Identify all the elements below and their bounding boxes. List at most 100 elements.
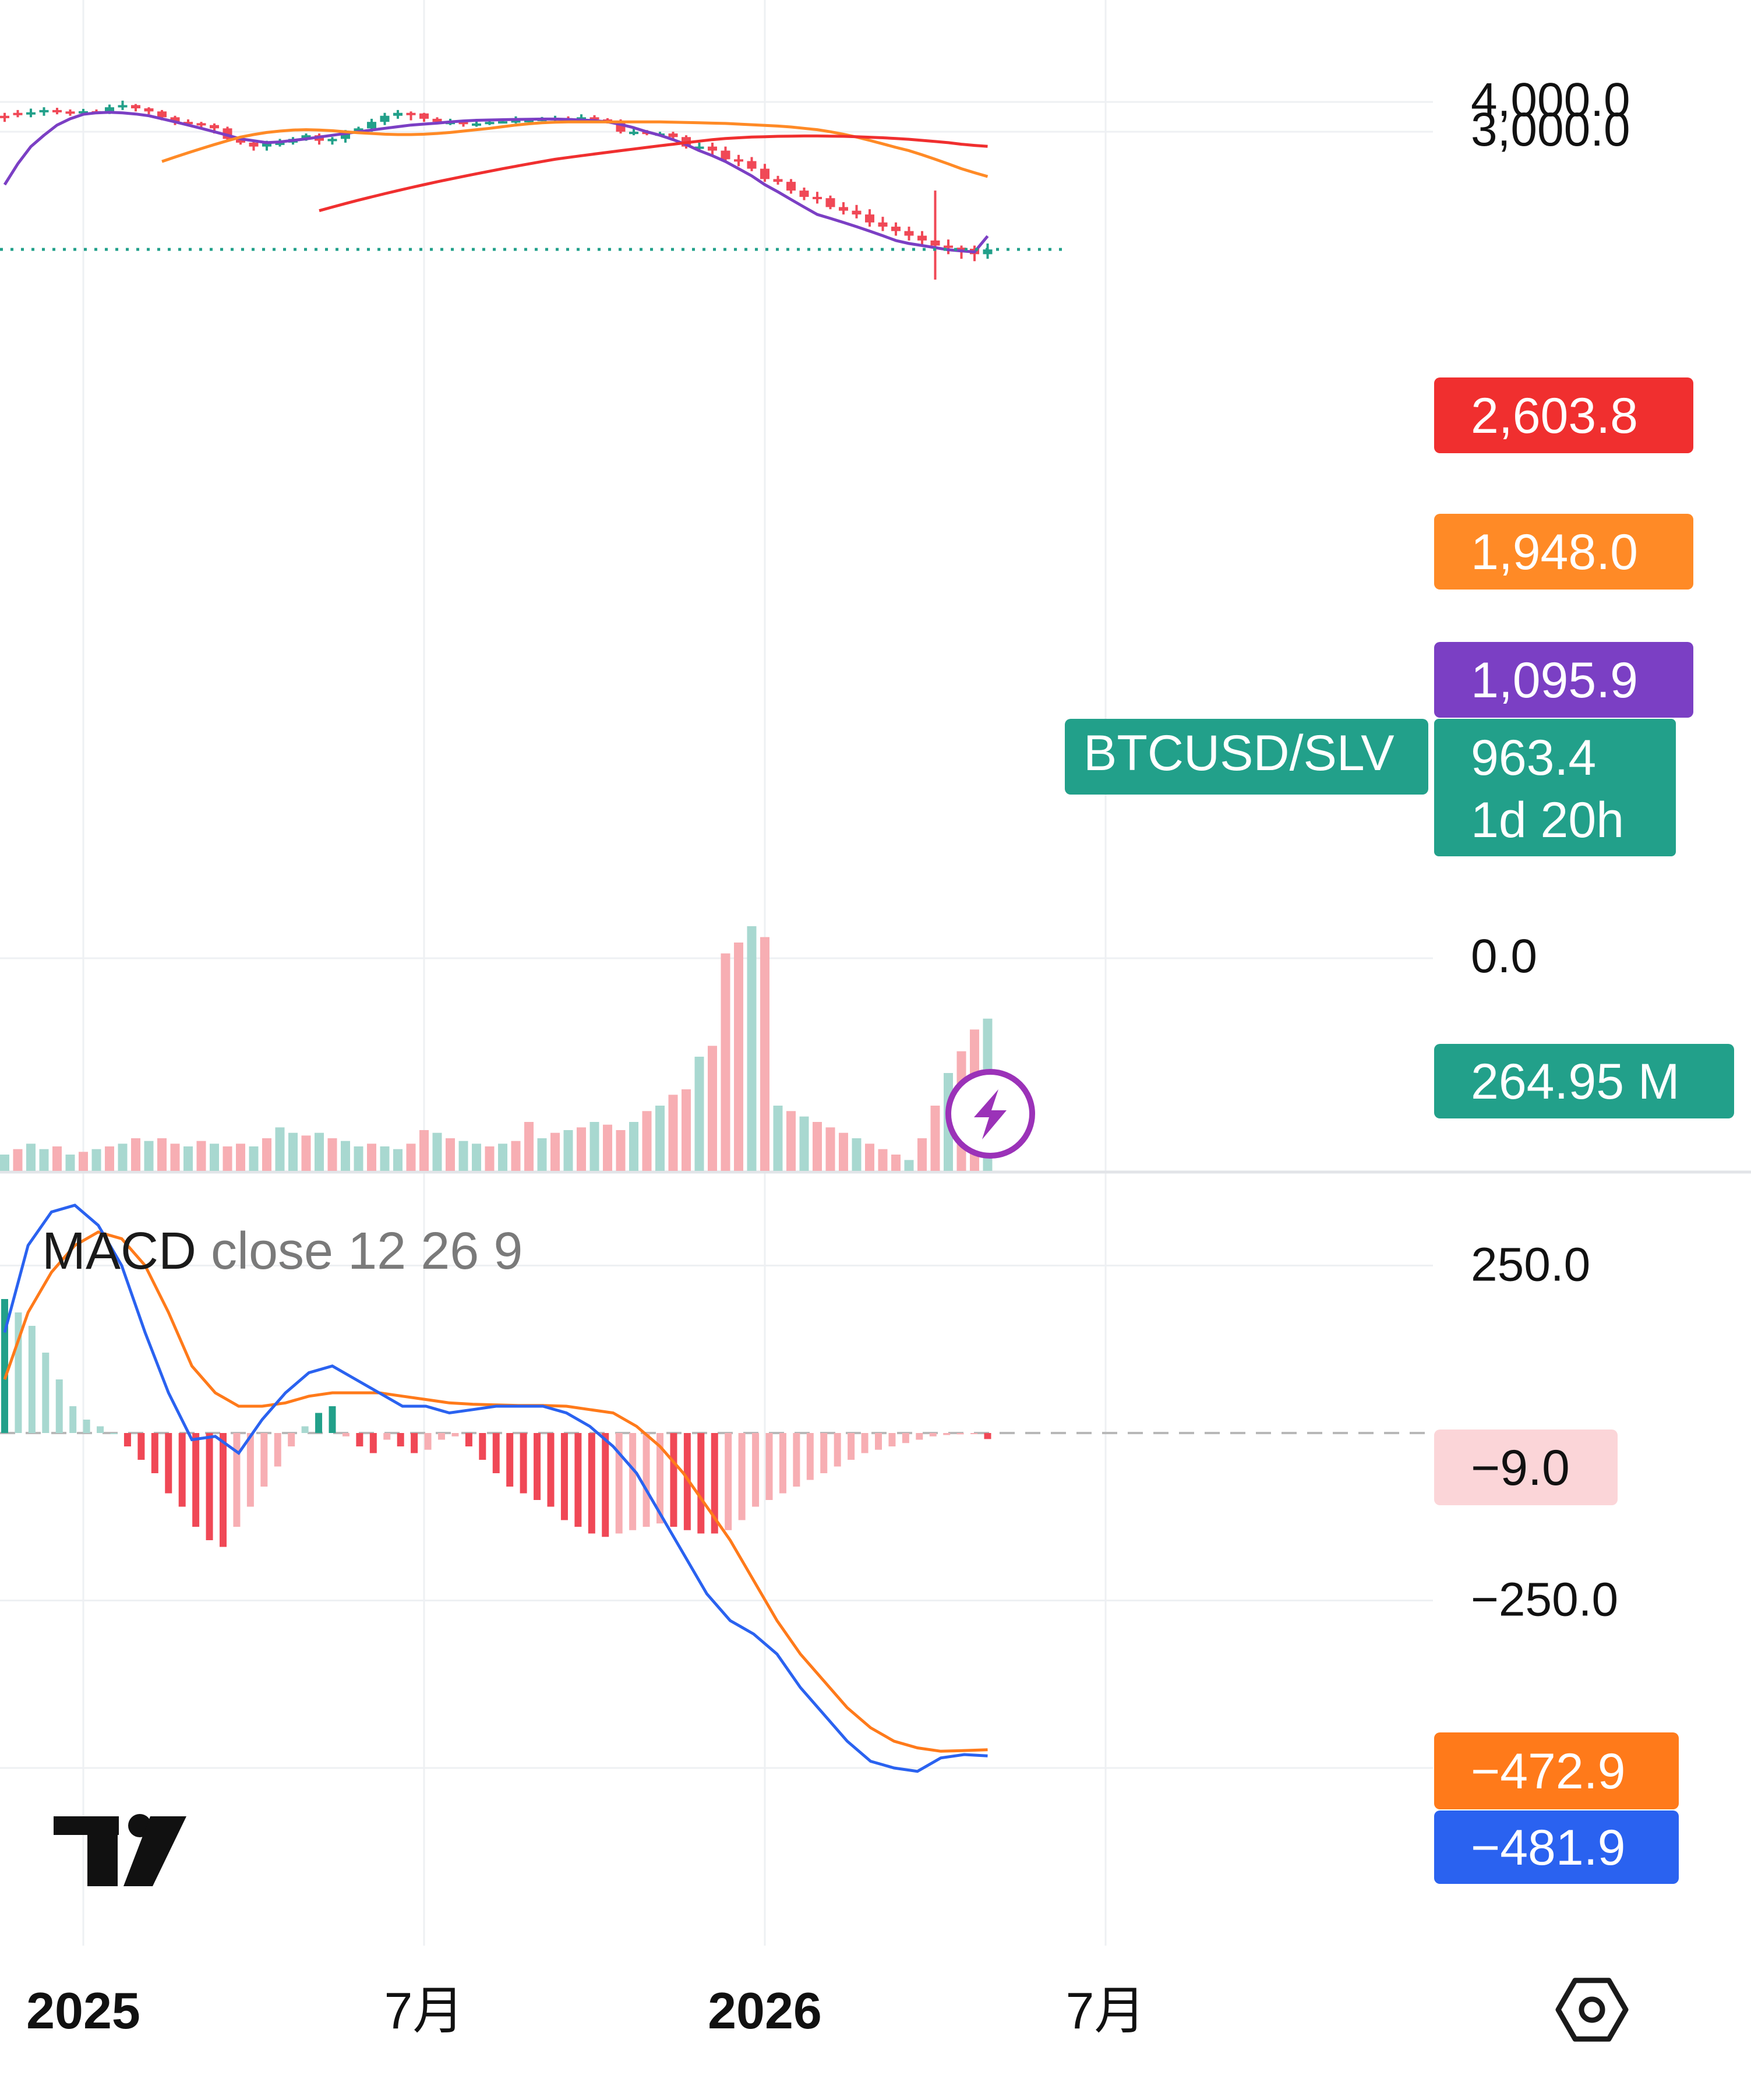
price-tick-2: 0.0: [1471, 930, 1537, 983]
symbol-pill-bg: [1065, 719, 1428, 795]
macd-tick-1: −250.0: [1471, 1573, 1618, 1626]
volume-bar-16: [210, 1143, 219, 1171]
macd-hist-bar-47: [642, 1433, 650, 1527]
volume-bar-54: [708, 1046, 717, 1171]
candle-body-23: [301, 135, 311, 139]
macd-hist-bar-35: [479, 1433, 486, 1460]
volume-bar-68: [891, 1155, 901, 1171]
macd-hist-bar-66: [902, 1433, 909, 1443]
macd-hist-bar-40: [547, 1433, 555, 1507]
macd-hist-bar-8: [110, 1433, 118, 1434]
time-label-1: 7月: [384, 1982, 464, 2039]
candle-body-71: [930, 240, 940, 246]
candle-body-35: [458, 122, 468, 125]
candle-body-38: [498, 121, 507, 124]
macd-legend: MACD close 12 26 9: [42, 1222, 523, 1280]
macd-hist-bar-42: [574, 1433, 582, 1527]
symbol-pill-text: BTCUSD/SLV: [1083, 725, 1395, 781]
volume-bar-20: [262, 1138, 271, 1171]
time-label-0: 2025: [26, 1982, 140, 2039]
volume-bar-4: [52, 1146, 62, 1171]
volume-bar-26: [341, 1141, 350, 1171]
logo-bar-stem: [87, 1816, 118, 1886]
volume-bar-31: [406, 1143, 416, 1171]
volume-bar-57: [747, 926, 757, 1171]
candle-body-44: [577, 117, 586, 120]
ma-fast-line: [3, 111, 989, 253]
last-price-bg: [1434, 719, 1676, 856]
volume-bar-19: [249, 1146, 259, 1171]
macd-hist-bar-23: [315, 1413, 323, 1433]
volume-bar-44: [577, 1127, 586, 1171]
volume-bar-17: [223, 1146, 232, 1171]
volume-bar-39: [511, 1141, 521, 1171]
volume-bar-43: [563, 1130, 573, 1171]
logo: [54, 1814, 186, 1886]
candle-body-27: [354, 128, 363, 132]
volume-bar-28: [367, 1143, 376, 1171]
volume-label-bg: [1434, 1044, 1734, 1118]
macd-hist-bar-31: [424, 1433, 432, 1450]
candle-body-6: [79, 111, 88, 114]
candle-body-16: [210, 125, 219, 129]
macd-hist-bar-15: [206, 1433, 213, 1540]
volume-bar-49: [642, 1111, 652, 1171]
volume-bar-3: [39, 1149, 49, 1171]
macd-hist-bar-62: [848, 1433, 855, 1460]
macd-hist-bar-21: [288, 1433, 295, 1446]
macd-line: [3, 1203, 988, 1773]
time-label-2: 2026: [708, 1982, 822, 2039]
time-axis: 2025 7月 2026 7月: [26, 1978, 1629, 2042]
macd-hist-bar-64: [875, 1433, 882, 1450]
volume-bar-45: [589, 1122, 599, 1171]
volume-bar-64: [839, 1132, 848, 1171]
price-tick-0: 4,000.0: [1471, 73, 1630, 126]
macd-hist-label-bg: [1434, 1430, 1618, 1505]
macd-hist-bar-48: [656, 1433, 663, 1524]
candle-body-73: [956, 248, 966, 250]
candle-body-33: [432, 118, 442, 122]
volume-bar-66: [865, 1143, 874, 1171]
macd-hist-bar-13: [178, 1433, 186, 1507]
candle-body-36: [472, 123, 481, 126]
volume-bar-25: [327, 1138, 337, 1171]
label-ma_mid-text: 1,948.0: [1471, 524, 1638, 580]
macd-pane: MACD close 12 26 9: [1, 1203, 991, 1773]
volume-bar-32: [419, 1130, 429, 1171]
macd-hist-bar-20: [274, 1433, 281, 1467]
macd-hist-bar-71: [970, 1433, 978, 1434]
candle-body-4: [52, 110, 62, 112]
candle-body-70: [917, 235, 927, 241]
macd-hist-bar-26: [356, 1433, 363, 1446]
candle-body-31: [406, 112, 416, 115]
macd-hist-bar-32: [438, 1433, 445, 1440]
volume-bar-50: [655, 1106, 665, 1171]
macd-hist-bar-63: [861, 1433, 869, 1453]
candle-body-11: [144, 108, 154, 112]
candle-body-37: [485, 122, 495, 125]
macd-hist-bar-38: [520, 1433, 527, 1494]
macd-hist-bar-22: [301, 1426, 309, 1433]
volume-bar-70: [917, 1138, 927, 1171]
candle-body-10: [131, 105, 140, 109]
candle-body-12: [157, 111, 167, 118]
macd-hist-bar-70: [956, 1433, 964, 1435]
candle-body-68: [891, 227, 901, 231]
macd-hist-bar-53: [725, 1433, 732, 1530]
volume-bar-59: [773, 1106, 783, 1171]
macd-hist-bar-69: [943, 1433, 951, 1435]
macd-hist-bar-37: [506, 1433, 514, 1487]
candle-body-1: [13, 112, 23, 115]
macd-hist-bar-11: [151, 1433, 158, 1473]
last-price-text: 963.4: [1471, 730, 1596, 786]
volume-bar-13: [170, 1143, 180, 1171]
macd-hist-bar-29: [397, 1433, 404, 1446]
macd-hist-bar-45: [615, 1433, 623, 1534]
volume-bar-0: [0, 1155, 9, 1171]
macd-hist-bar-7: [97, 1426, 104, 1433]
macd-hist-bar-16: [220, 1433, 227, 1547]
volume-bar-63: [825, 1127, 835, 1171]
macd-hist-bar-49: [670, 1433, 677, 1527]
